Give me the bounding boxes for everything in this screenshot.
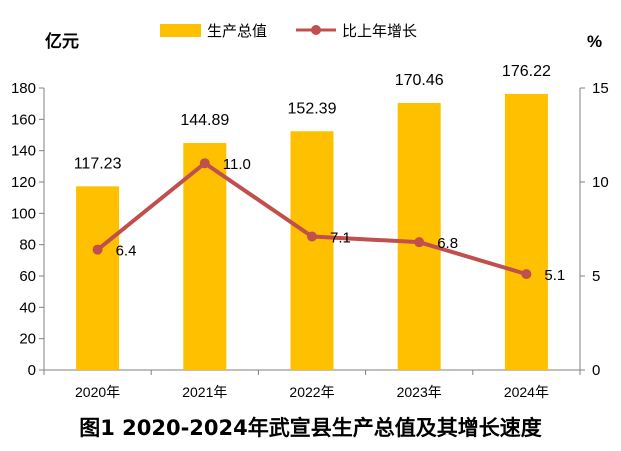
x-tick-label: 2021年 xyxy=(182,384,227,400)
bars xyxy=(76,93,548,371)
bar-gdp xyxy=(183,143,227,370)
y-left-tick-label: 0 xyxy=(28,362,36,379)
y-left-unit: 亿元 xyxy=(45,31,79,51)
legend-swatch-gdp xyxy=(160,24,201,37)
x-tick-label: 2024年 xyxy=(504,384,549,400)
bar-value-label: 152.39 xyxy=(288,100,337,117)
x-tick-label: 2020年 xyxy=(75,384,120,400)
bar-value-label: 170.46 xyxy=(395,72,444,89)
bar-value-label: 144.89 xyxy=(180,112,229,129)
x-tick-label: 2023年 xyxy=(397,384,442,400)
y-left-tick-label: 160 xyxy=(11,111,36,128)
y-left-tick-label: 100 xyxy=(11,205,36,222)
growth-point xyxy=(199,158,210,169)
y-left-tick-label: 80 xyxy=(19,237,36,254)
legend-label-growth: 比上年增长 xyxy=(342,23,417,40)
growth-point xyxy=(521,269,532,280)
bar-value-label: 176.22 xyxy=(502,63,551,80)
y-right-unit: % xyxy=(587,32,602,51)
y-left-tick-label: 40 xyxy=(19,299,36,316)
legend-label-gdp: 生产总值 xyxy=(207,23,267,40)
y-left-tick-label: 60 xyxy=(19,268,36,285)
y-left-tick-label: 120 xyxy=(11,174,36,191)
bar-gdp xyxy=(76,186,120,370)
growth-value-label: 11.0 xyxy=(223,156,251,173)
y-left-tick-label: 140 xyxy=(11,143,36,160)
bar-gdp xyxy=(290,131,334,370)
legend: 生产总值 比上年增长 xyxy=(160,23,417,40)
growth-value-label: 7.1 xyxy=(330,230,351,247)
growth-value-label: 5.1 xyxy=(544,267,565,284)
growth-point xyxy=(92,244,103,255)
y-right-tick-label: 15 xyxy=(592,80,609,97)
bar-gdp xyxy=(397,102,441,371)
y-right-tick-label: 5 xyxy=(592,268,600,285)
bar-value-label: 117.23 xyxy=(74,155,122,172)
y-right-tick-label: 0 xyxy=(592,362,600,379)
growth-line-series xyxy=(92,158,532,280)
bar-gdp xyxy=(504,93,548,370)
growth-point xyxy=(414,237,425,248)
y-left-tick-label: 20 xyxy=(19,331,36,348)
y-left-tick-label: 180 xyxy=(11,80,36,97)
chart-caption: 图1 2020-2024年武宣县生产总值及其增长速度 xyxy=(79,416,542,440)
chart: 生产总值 比上年增长 亿元 % 020406080100120140160180… xyxy=(11,23,609,400)
axes: 0 20 40 60 80 100 120 140 160 180 0 5 10 15 2020年 2021年… xyxy=(11,80,609,400)
y-right-tick-label: 10 xyxy=(592,174,609,191)
data-labels: 117.23 144.89 152.39 170.46 176.22 6.4 11.0 7.1… xyxy=(74,63,566,284)
growth-point xyxy=(307,231,317,242)
legend-marker-growth xyxy=(311,25,321,35)
growth-value-label: 6.8 xyxy=(437,235,458,252)
growth-value-label: 6.4 xyxy=(116,243,137,260)
x-tick-label: 2022年 xyxy=(289,384,334,400)
